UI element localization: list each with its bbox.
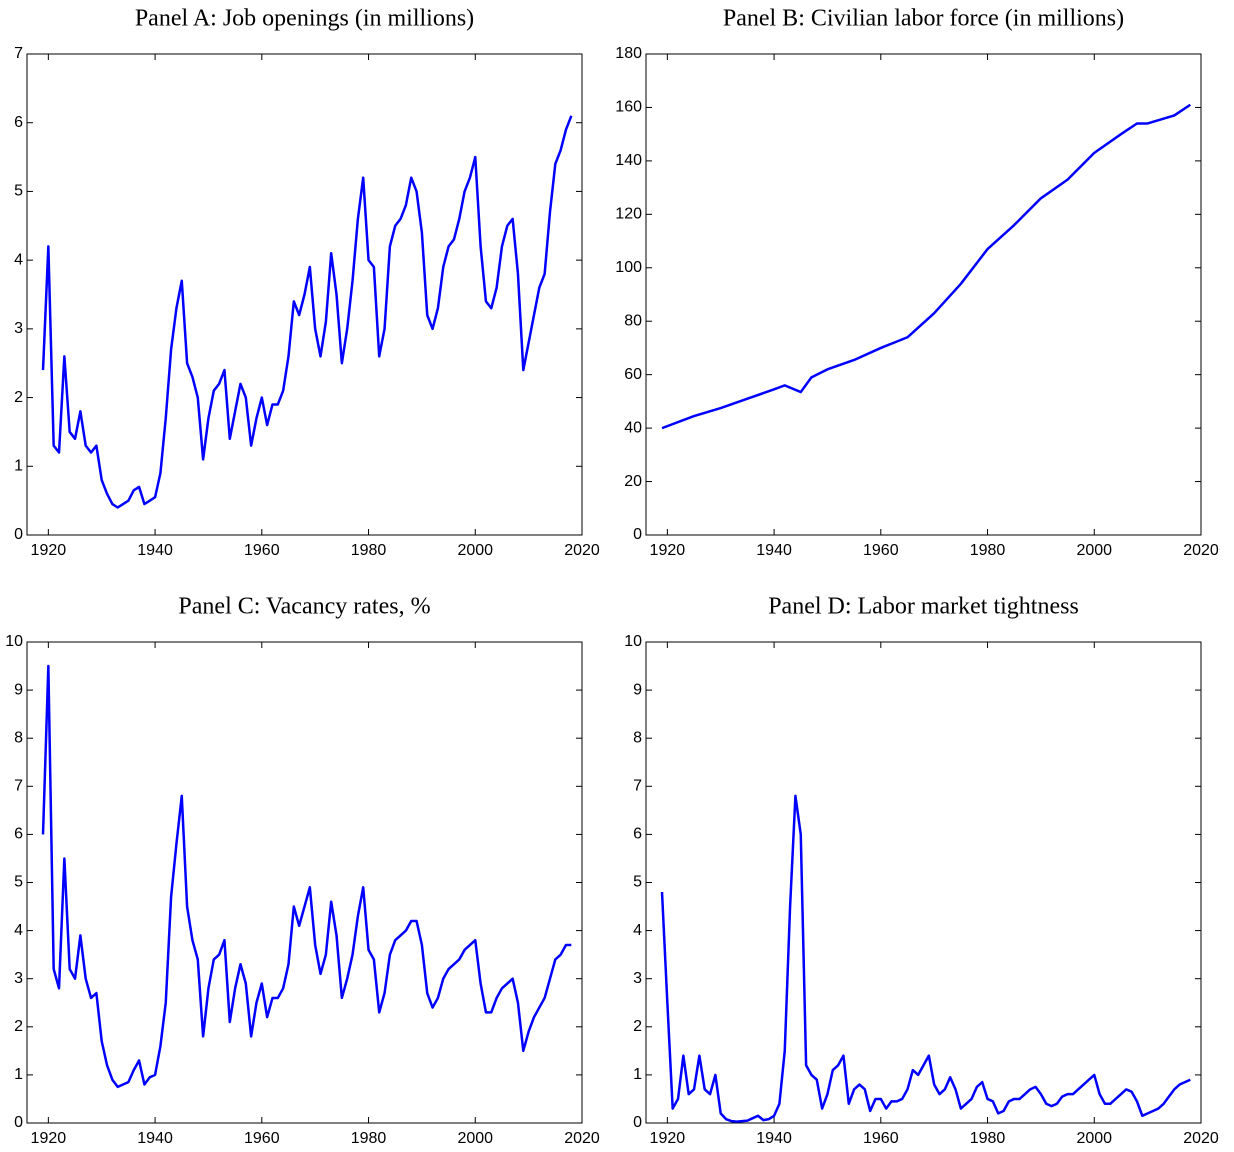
data-line xyxy=(661,103,1192,430)
y-tick-label: 20 xyxy=(624,473,642,490)
y-tick-label: 5 xyxy=(14,183,23,200)
y-tick-label: 6 xyxy=(14,114,23,131)
y-tick-label: 4 xyxy=(14,251,23,268)
y-tick-label: 10 xyxy=(5,633,23,650)
y-tick-label: 160 xyxy=(615,99,642,116)
y-tick-label: 4 xyxy=(14,922,23,939)
axes-frame xyxy=(26,641,583,1124)
y-tick-label: 7 xyxy=(633,778,642,795)
y-tick-label: 1 xyxy=(14,1066,23,1083)
x-tick-label: 1920 xyxy=(31,1130,67,1147)
y-tick-label: 100 xyxy=(615,259,642,276)
y-tick-label: 9 xyxy=(14,681,23,698)
x-tick-label: 1980 xyxy=(351,542,387,559)
y-tick-label: 1 xyxy=(14,458,23,475)
y-tick-label: 8 xyxy=(14,729,23,746)
axes-frame xyxy=(26,53,583,536)
y-tick-label: 4 xyxy=(633,922,642,939)
axes-frame xyxy=(645,641,1202,1124)
x-tick-label: 1920 xyxy=(31,542,67,559)
x-tick-label: 2020 xyxy=(564,1130,600,1147)
y-tick-label: 10 xyxy=(624,633,642,650)
y-tick-label: 60 xyxy=(624,366,642,383)
data-line xyxy=(660,794,1191,1123)
x-tick-label: 1920 xyxy=(650,542,686,559)
y-tick-label: 80 xyxy=(624,312,642,329)
panel-title: Panel C: Vacancy rates, % xyxy=(178,594,430,620)
y-tick-label: 3 xyxy=(633,970,642,987)
y-tick-label: 180 xyxy=(615,45,642,62)
data-line xyxy=(41,664,572,1089)
y-tick-label: 8 xyxy=(633,729,642,746)
x-tick-label: 1940 xyxy=(756,542,792,559)
panel-title: Panel D: Labor market tightness xyxy=(768,594,1079,620)
y-tick-label: 5 xyxy=(633,874,642,891)
y-tick-label: 3 xyxy=(14,970,23,987)
x-tick-label: 1940 xyxy=(137,1130,173,1147)
y-tick-label: 120 xyxy=(615,206,642,223)
y-tick-label: 2 xyxy=(633,1018,642,1035)
y-tick-label: 5 xyxy=(14,874,23,891)
x-tick-label: 1980 xyxy=(351,1130,387,1147)
x-tick-label: 1960 xyxy=(863,542,899,559)
y-tick-label: 2 xyxy=(14,1018,23,1035)
x-tick-label: 2020 xyxy=(1183,542,1219,559)
x-tick-label: 2000 xyxy=(1076,542,1112,559)
x-tick-label: 1940 xyxy=(756,1130,792,1147)
x-tick-label: 2020 xyxy=(1183,1130,1219,1147)
y-tick-label: 0 xyxy=(633,526,642,543)
x-tick-label: 1960 xyxy=(244,542,280,559)
y-tick-label: 6 xyxy=(14,826,23,843)
y-tick-label: 40 xyxy=(624,419,642,436)
y-tick-label: 2 xyxy=(14,389,23,406)
data-line xyxy=(41,115,573,509)
x-tick-label: 2020 xyxy=(564,542,600,559)
y-tick-label: 0 xyxy=(633,1114,642,1131)
panel-title: Panel A: Job openings (in millions) xyxy=(135,6,474,32)
x-tick-label: 1940 xyxy=(137,542,173,559)
y-tick-label: 1 xyxy=(633,1066,642,1083)
y-tick-label: 0 xyxy=(14,1114,23,1131)
x-tick-label: 2000 xyxy=(457,1130,493,1147)
y-tick-label: 7 xyxy=(14,45,23,62)
axes-frame xyxy=(645,53,1202,536)
y-tick-label: 6 xyxy=(633,826,642,843)
x-tick-label: 2000 xyxy=(457,542,493,559)
x-tick-label: 2000 xyxy=(1076,1130,1112,1147)
y-tick-label: 9 xyxy=(633,681,642,698)
y-tick-label: 0 xyxy=(14,526,23,543)
y-tick-label: 3 xyxy=(14,320,23,337)
x-tick-label: 1960 xyxy=(244,1130,280,1147)
x-tick-label: 1980 xyxy=(970,1130,1006,1147)
x-tick-label: 1920 xyxy=(650,1130,686,1147)
x-tick-label: 1980 xyxy=(970,542,1006,559)
y-tick-label: 140 xyxy=(615,152,642,169)
x-tick-label: 1960 xyxy=(863,1130,899,1147)
panel-title: Panel B: Civilian labor force (in millio… xyxy=(723,6,1124,32)
y-tick-label: 7 xyxy=(14,778,23,795)
